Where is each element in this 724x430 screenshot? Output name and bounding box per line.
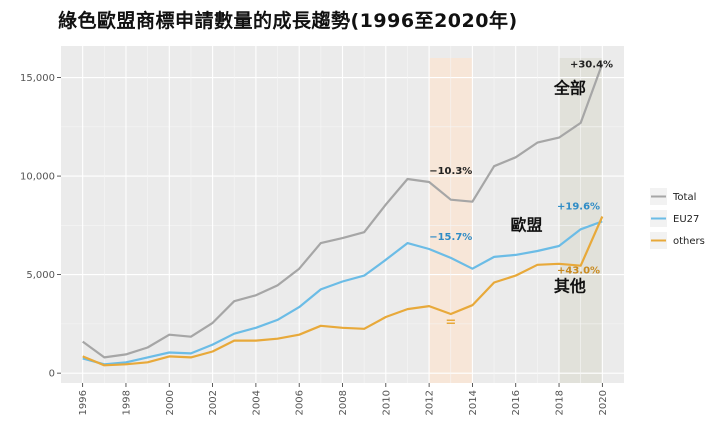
x-tick-label: 2012	[425, 390, 436, 415]
x-tick-label: 2006	[295, 390, 306, 415]
y-tick-label: 10,000	[20, 172, 55, 183]
y-tick-label: 15,000	[20, 73, 55, 84]
x-tick-label: 2000	[165, 390, 176, 415]
legend-entry: EU27	[673, 214, 699, 225]
x-tick-label: 2004	[251, 390, 262, 415]
x-tick-label: 2016	[511, 390, 522, 415]
x-tick-label: 2014	[468, 390, 479, 415]
x-tick-label: 2008	[338, 390, 349, 415]
y-tick-label: 0	[49, 369, 55, 380]
series-line-others	[82, 216, 604, 367]
x-tick-label: 1996	[78, 390, 89, 415]
x-tick-label: 2002	[208, 390, 219, 415]
legend-entry: others	[673, 236, 705, 247]
region-label: 全部	[553, 78, 586, 97]
x-tick-label: 1998	[121, 390, 132, 415]
region-label: 歐盟	[511, 215, 543, 234]
legend-entry: Total	[672, 192, 696, 203]
annotation-label: −10.3%	[429, 166, 472, 177]
y-tick-label: 5,000	[26, 270, 55, 281]
series-line-eu27	[82, 220, 603, 366]
chart-title: 綠色歐盟商標申請數量的成長趨勢(1996至2020年)	[58, 10, 518, 32]
annotation-label: −15.7%	[429, 232, 472, 243]
annotation-label: =	[445, 315, 456, 330]
region-label: 其他	[554, 276, 586, 295]
series-line-total	[82, 63, 604, 359]
x-tick-label: 2020	[598, 390, 609, 415]
x-tick-label: 2018	[555, 390, 566, 415]
annotation-label: +19.6%	[557, 202, 600, 213]
x-tick-label: 2010	[381, 390, 392, 415]
annotation-label: +43.0%	[557, 266, 600, 277]
annotation-label: +30.4%	[570, 60, 613, 71]
